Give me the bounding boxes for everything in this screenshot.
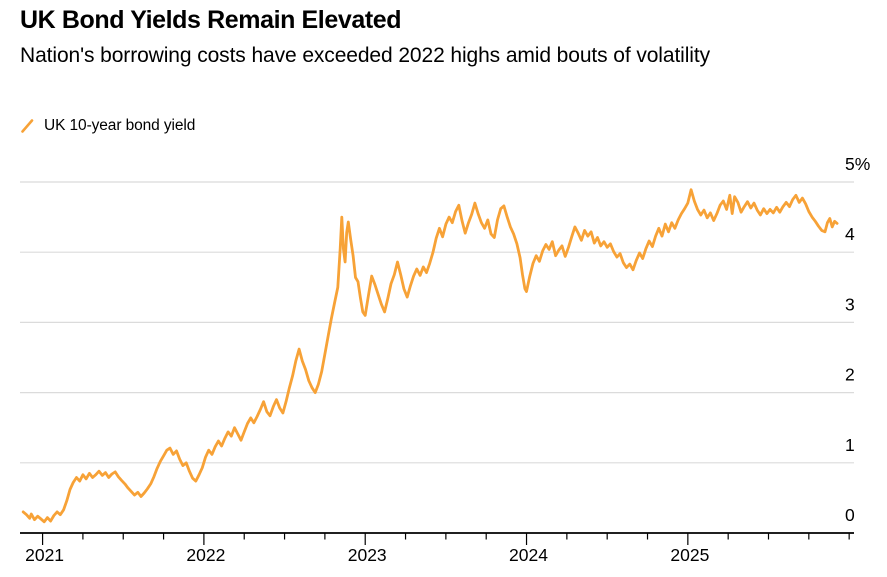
y-axis-label: 2 <box>845 365 855 385</box>
x-axis-label: 2023 <box>348 545 387 565</box>
x-axis-label: 2021 <box>25 545 64 565</box>
x-axis-label: 2025 <box>670 545 709 565</box>
line-slash-icon <box>21 119 34 133</box>
y-axis-label: 1 <box>845 435 855 455</box>
y-axis-label: 0 <box>845 505 855 525</box>
chart-title: UK Bond Yields Remain Elevated <box>20 6 402 34</box>
legend-label: UK 10-year bond yield <box>44 117 196 134</box>
chart-subtitle: Nation's borrowing costs have exceeded 2… <box>20 44 711 67</box>
yield-line <box>21 188 839 524</box>
y-axis-label: 4 <box>845 224 855 244</box>
x-axis-label: 2024 <box>509 545 548 565</box>
y-axis-label: 3 <box>845 294 855 314</box>
y-axis-label: 5% <box>845 154 870 174</box>
x-axis-label: 2022 <box>186 545 225 565</box>
legend: UK 10-year bond yield <box>20 117 195 135</box>
